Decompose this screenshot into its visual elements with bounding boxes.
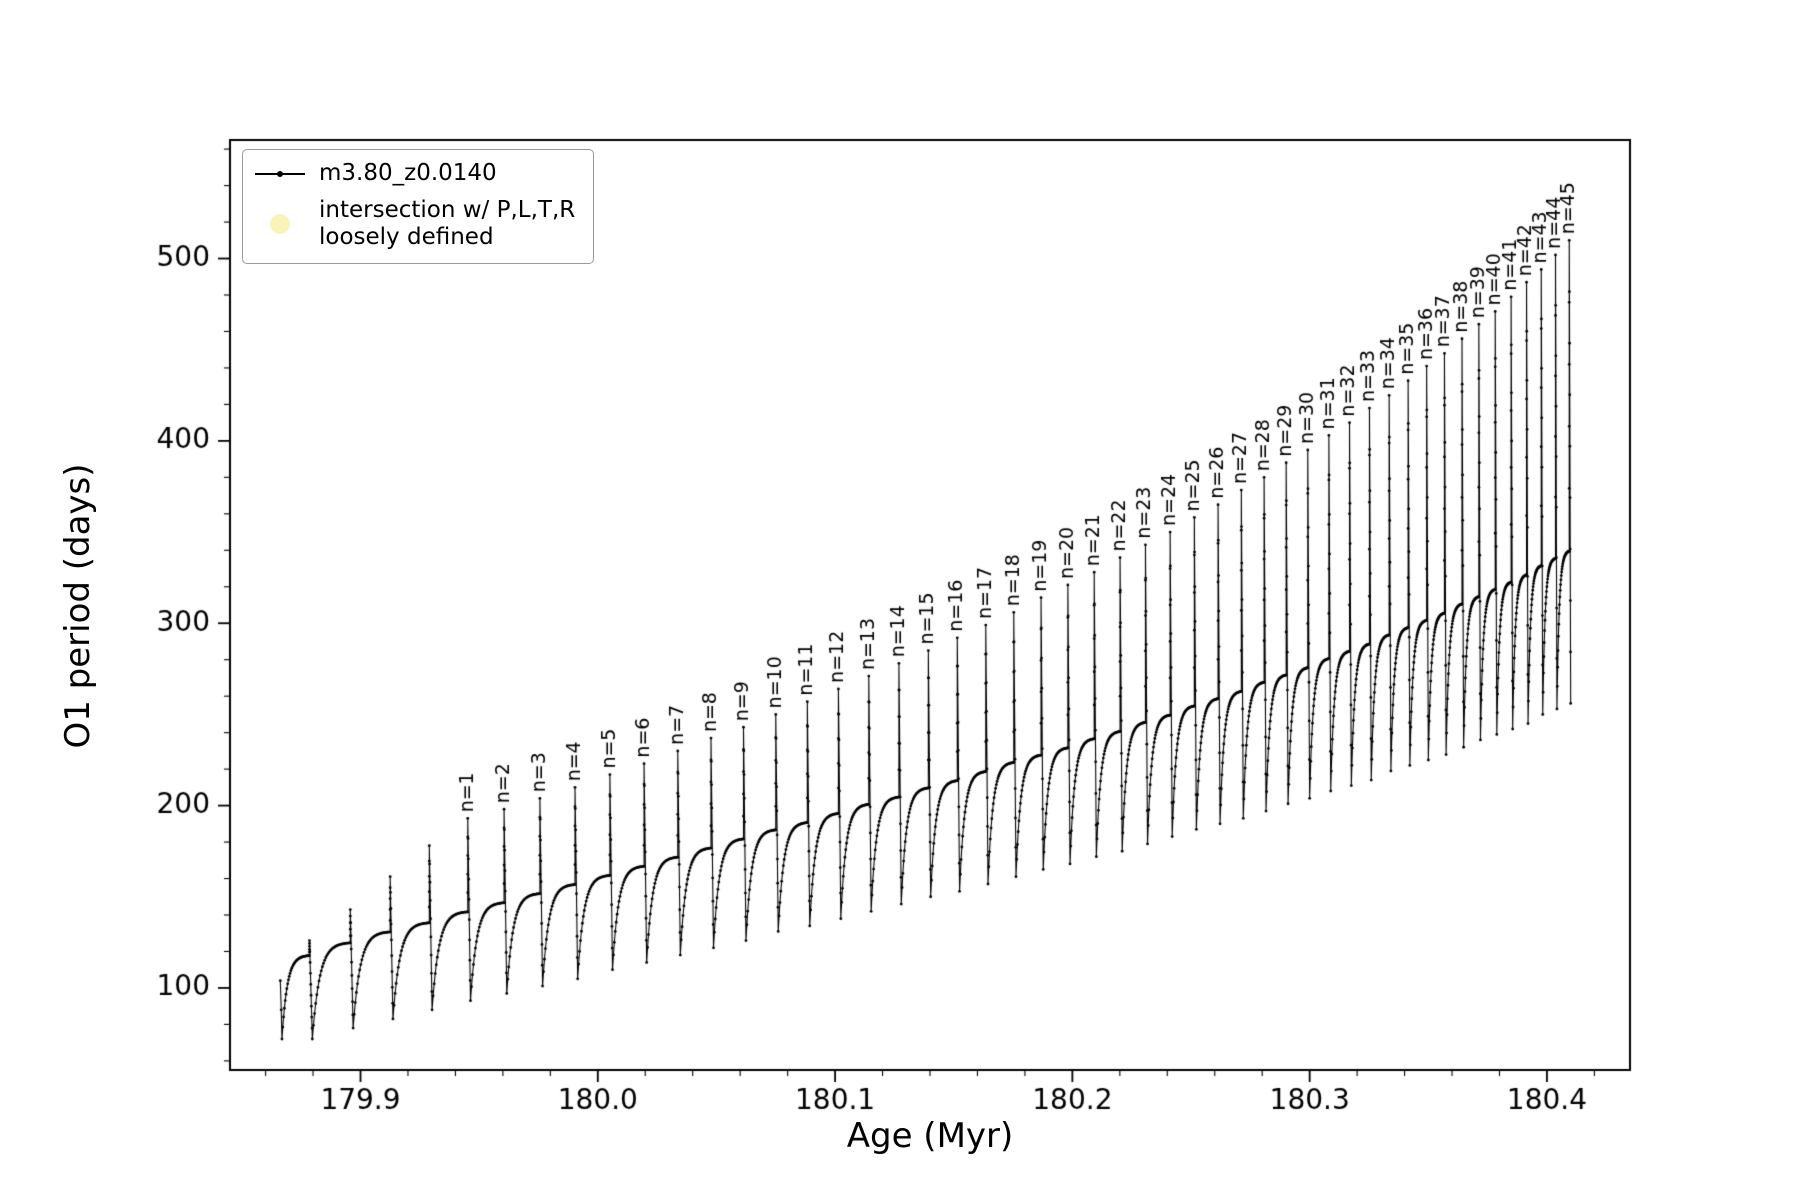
dot-marker-icon xyxy=(255,214,305,235)
legend-item-intersection: intersection w/ P,L,T,R loosely defined xyxy=(255,197,575,251)
x-axis-label: Age (Myr) xyxy=(846,1116,1014,1156)
legend-intersection-label-line2: loosely defined xyxy=(319,224,494,251)
legend-intersection-label-line1: intersection w/ P,L,T,R xyxy=(319,197,576,224)
legend-intersection-label: intersection w/ P,L,T,R loosely defined xyxy=(319,197,575,251)
legend: m3.80_z0.0140 intersection w/ P,L,T,R lo… xyxy=(242,149,595,265)
y-axis-label: O1 period (days) xyxy=(58,463,98,749)
line-marker-icon xyxy=(255,170,305,177)
legend-item-series: m3.80_z0.0140 xyxy=(255,160,575,187)
legend-series-label: m3.80_z0.0140 xyxy=(319,160,497,186)
